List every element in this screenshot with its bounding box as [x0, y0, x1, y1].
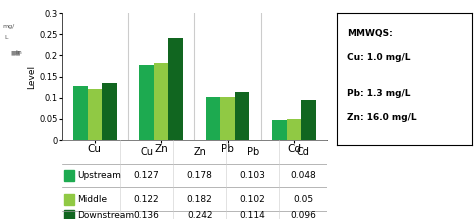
Text: 0.122: 0.122: [134, 195, 159, 204]
Text: mg/: mg/: [2, 24, 15, 29]
Text: 0.102: 0.102: [240, 195, 265, 204]
Text: ■■: ■■: [10, 50, 21, 55]
Bar: [220, 97, 235, 140]
Bar: [64, 194, 73, 205]
Bar: [88, 88, 102, 140]
Text: Upstream: Upstream: [78, 171, 121, 180]
Bar: [154, 63, 168, 140]
Bar: [206, 97, 220, 140]
Text: 0.182: 0.182: [187, 195, 212, 204]
Text: Cu: 1.0 mg/L: Cu: 1.0 mg/L: [347, 53, 411, 62]
Bar: [64, 170, 73, 181]
Text: 0.127: 0.127: [134, 171, 159, 180]
Text: 0.136: 0.136: [134, 210, 159, 219]
Y-axis label: Level: Level: [27, 65, 36, 89]
Bar: [235, 92, 249, 140]
Text: Pb: 1.3 mg/L: Pb: 1.3 mg/L: [347, 89, 411, 98]
Text: Downstream: Downstream: [78, 210, 135, 219]
Text: Cd: Cd: [297, 147, 310, 157]
Text: ln: ln: [14, 50, 22, 55]
Bar: [301, 99, 316, 140]
Bar: [272, 120, 287, 140]
Text: 0.114: 0.114: [240, 210, 265, 219]
Bar: [64, 210, 73, 219]
Text: 0.242: 0.242: [187, 210, 212, 219]
Bar: [73, 86, 88, 140]
Text: L: L: [5, 35, 8, 40]
Text: 0.048: 0.048: [290, 171, 316, 180]
Text: Pb: Pb: [246, 147, 259, 157]
Text: 0.096: 0.096: [290, 210, 316, 219]
Text: MMWQS:: MMWQS:: [347, 29, 393, 38]
Text: Middle: Middle: [78, 195, 108, 204]
Text: Cu: Cu: [140, 147, 153, 157]
Text: 0.103: 0.103: [240, 171, 265, 180]
Text: Zn: Zn: [193, 147, 206, 157]
Bar: [287, 119, 301, 140]
Text: 0.05: 0.05: [293, 195, 313, 204]
Text: 0.178: 0.178: [187, 171, 212, 180]
Bar: [168, 38, 183, 140]
Text: Zn: 16.0 mg/L: Zn: 16.0 mg/L: [347, 113, 417, 122]
Bar: [139, 65, 154, 140]
Bar: [102, 83, 117, 140]
